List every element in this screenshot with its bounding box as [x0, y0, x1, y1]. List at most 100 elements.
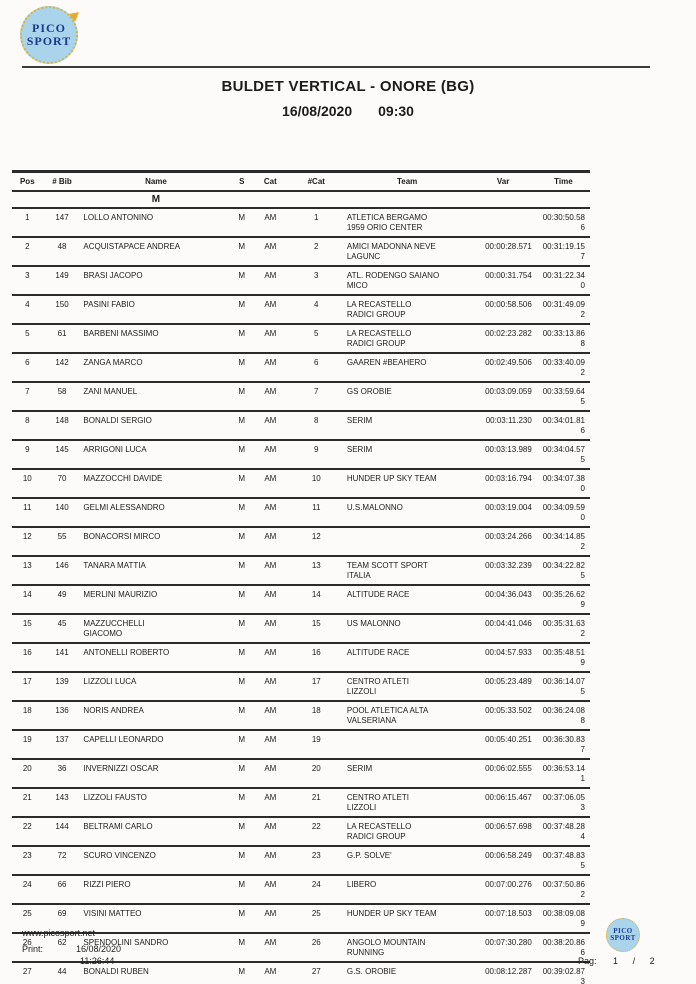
print-label: Print: — [22, 944, 44, 954]
cell-ncat: 16 — [311, 648, 321, 657]
table-row: 18 136 NORIS ANDREA M AM 18 POOL ATLETIC… — [12, 701, 590, 730]
cell-name: ANTONELLI ROBERTO — [83, 648, 170, 657]
cell-ncat: 15 — [311, 619, 321, 628]
cell-time: 00:33:40.092 — [542, 358, 585, 377]
cell-var: 00:06:15.467 — [485, 793, 532, 802]
page-total: 2 — [649, 956, 655, 966]
cell-time: 00:37:06.053 — [542, 793, 585, 812]
table-row: 10 70 MAZZOCCHI DAVIDE M AM 10 HUNDER UP… — [12, 469, 590, 498]
cell-team: G.S. OROBIE — [346, 967, 397, 976]
cell-name: SPENDOLINI SANDRO — [83, 938, 169, 947]
cell-ncat: 8 — [314, 416, 319, 425]
cell-var: 00:06:02.555 — [485, 764, 532, 773]
page-separator: / — [632, 956, 636, 966]
cell-pos: 7 — [25, 387, 30, 396]
cell-cat: AM — [264, 387, 277, 396]
col-header-var: Var — [496, 177, 510, 186]
cell-bib: 69 — [57, 909, 67, 918]
cell-bib: 144 — [55, 822, 69, 831]
event-datetime: 16/08/2020 09:30 — [0, 103, 696, 119]
cell-name: TANARA MATTIA — [83, 561, 146, 570]
cell-pos: 3 — [25, 271, 30, 280]
cell-team: LA RECASTELLO RADICI GROUP — [346, 300, 412, 319]
table-row: 24 66 RIZZI PIERO M AM 24 LIBERO 00:07:0… — [12, 875, 590, 904]
cell-ncat: 23 — [311, 851, 321, 860]
cell-cat: AM — [264, 793, 277, 802]
print-time: 11:26:44 — [80, 956, 115, 966]
cell-team: LA RECASTELLO RADICI GROUP — [346, 329, 412, 348]
cell-sex: M — [238, 503, 246, 512]
cell-team: HUNDER UP SKY TEAM — [346, 909, 437, 918]
cell-ncat: 20 — [311, 764, 321, 773]
table-row: 26 62 SPENDOLINI SANDRO M AM 26 ANGOLO M… — [12, 933, 590, 962]
cell-sex: M — [238, 706, 246, 715]
col-header-cat: Cat — [263, 177, 277, 186]
cell-sex: M — [238, 793, 246, 802]
cell-name: NORIS ANDREA — [83, 706, 144, 715]
cell-time: 00:30:50.586 — [542, 213, 585, 232]
cell-cat: AM — [264, 822, 277, 831]
cell-cat: AM — [264, 213, 277, 222]
cell-var: 00:04:41.046 — [485, 619, 532, 628]
cell-bib: 66 — [57, 880, 67, 889]
table-row: 9 145 ARRIGONI LUCA M AM 9 SERIM 00:03:1… — [12, 440, 590, 469]
cell-name: LIZZOLI FAUSTO — [83, 793, 147, 802]
cell-var: 00:05:40.251 — [485, 735, 532, 744]
col-header-sex: S — [239, 177, 245, 186]
table-row: 7 58 ZANI MANUEL M AM 7 GS OROBIE 00:03:… — [12, 382, 590, 411]
table-row: 8 148 BONALDI SERGIO M AM 8 SERIM 00:03:… — [12, 411, 590, 440]
cell-ncat: 12 — [311, 532, 321, 541]
cell-bib: 146 — [55, 561, 69, 570]
cell-var: 00:03:19.004 — [485, 503, 532, 512]
table-row: 5 61 BARBENI MASSIMO M AM 5 LA RECASTELL… — [12, 324, 590, 353]
cell-pos: 25 — [22, 909, 32, 918]
cell-name: BONALDI SERGIO — [83, 416, 152, 425]
cell-sex: M — [238, 358, 246, 367]
cell-bib: 36 — [57, 764, 67, 773]
cell-time: 00:38:09.089 — [542, 909, 585, 928]
cell-team — [345, 527, 470, 556]
cell-sex: M — [238, 677, 246, 686]
cell-pos: 20 — [22, 764, 32, 773]
cell-cat: AM — [264, 619, 277, 628]
cell-var: 00:08:12.287 — [485, 967, 532, 976]
cell-pos: 15 — [22, 619, 32, 628]
cell-name: ACQUISTAPACE ANDREA — [83, 242, 181, 251]
cell-bib: 142 — [55, 358, 69, 367]
table-row: 16 141 ANTONELLI ROBERTO M AM 16 ALTITUD… — [12, 643, 590, 672]
page-label: Pag: — [578, 956, 597, 966]
cell-time: 00:36:14.075 — [542, 677, 585, 696]
cell-time: 00:37:48.284 — [542, 822, 585, 841]
cell-var: 00:05:33.502 — [485, 706, 532, 715]
cell-time: 00:36:30.837 — [542, 735, 585, 754]
cell-name: VISINI MATTEO — [83, 909, 142, 918]
cell-name: ZANI MANUEL — [83, 387, 138, 396]
page-indicator: Pag: 1 / 2 — [578, 956, 688, 966]
cell-pos: 27 — [22, 967, 32, 976]
cell-cat: AM — [264, 271, 277, 280]
cell-var: 00:02:49.506 — [485, 358, 532, 367]
cell-team: CENTRO ATLETI LIZZOLI — [346, 793, 409, 812]
cell-cat: AM — [264, 416, 277, 425]
cell-team: LA RECASTELLO RADICI GROUP — [346, 822, 412, 841]
cell-team: ATL. RODENGO SAIANO MICO — [346, 271, 440, 290]
category-section-label: M — [151, 194, 161, 205]
col-header-team: Team — [396, 177, 418, 186]
cell-bib: 58 — [57, 387, 67, 396]
cell-bib: 49 — [57, 590, 67, 599]
cell-cat: AM — [264, 880, 277, 889]
cell-var: 00:04:57.933 — [485, 648, 532, 657]
cell-ncat: 2 — [314, 242, 319, 251]
cell-ncat: 1 — [314, 213, 319, 222]
cell-name: ZANGA MARCO — [83, 358, 143, 367]
cell-sex: M — [238, 909, 246, 918]
logo-arrow-icon — [68, 8, 83, 22]
cell-pos: 5 — [25, 329, 30, 338]
cell-team: G.P. SOLVE' — [346, 851, 392, 860]
cell-ncat: 9 — [314, 445, 319, 454]
cell-var: 00:05:23.489 — [485, 677, 532, 686]
cell-bib: 62 — [57, 938, 67, 947]
page-current: 1 — [613, 956, 619, 966]
cell-name: BARBENI MASSIMO — [83, 329, 159, 338]
